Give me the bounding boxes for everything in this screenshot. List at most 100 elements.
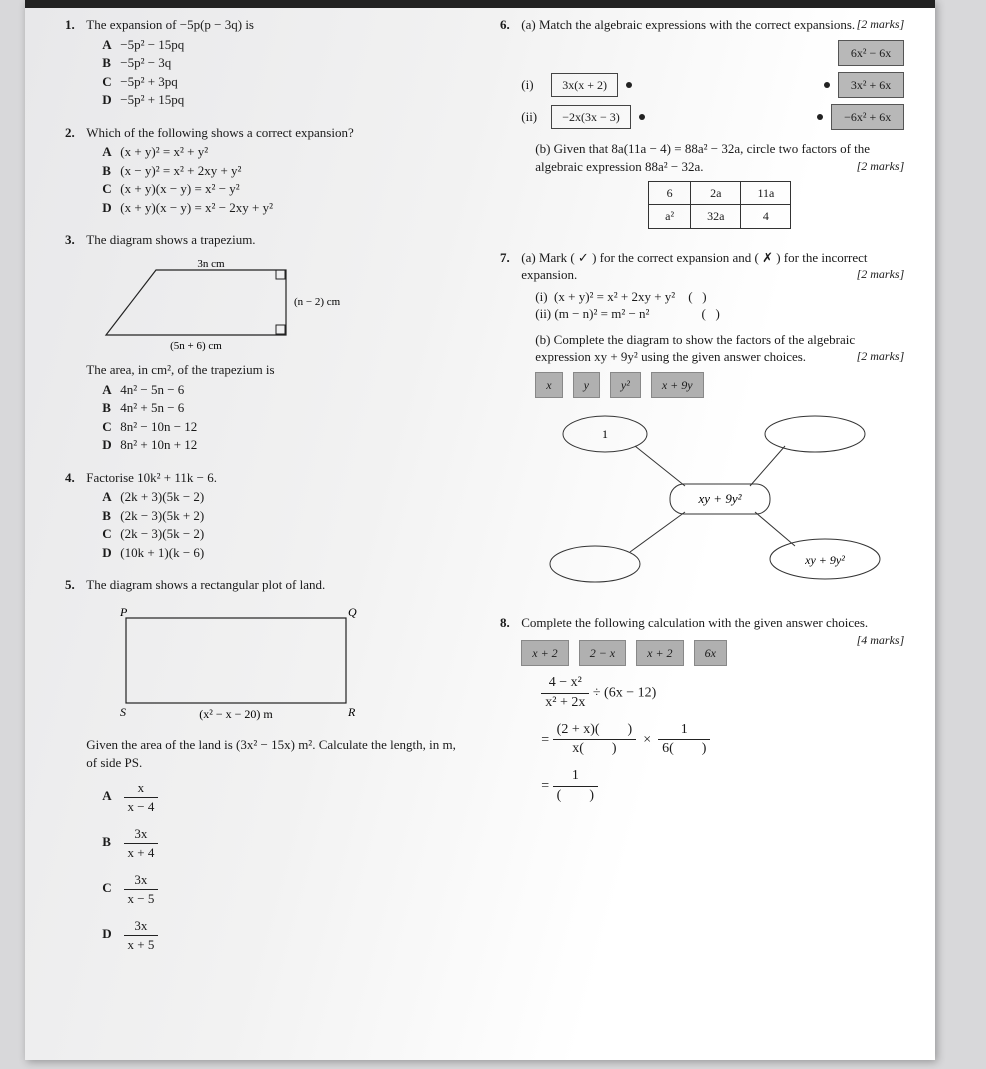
q6b-marks: [2 marks] [857, 158, 905, 174]
opt-letter: A [102, 143, 120, 161]
q7-choice-0: x [535, 372, 562, 398]
q8-line1: 4 − x²x² + 2x ÷ (6x − 12) [541, 674, 904, 713]
q8-line2: = (2 + x)( )x( ) × 16( ) [541, 721, 904, 760]
q7b-marks: [2 marks] [857, 348, 905, 364]
q1-opt-a: −5p² − 15pq [120, 37, 184, 52]
q6-number: 6. [500, 16, 518, 34]
opt-letter: A [102, 488, 120, 506]
q7-choice-1: y [573, 372, 600, 398]
right-column: 6. (a) Match the algebraic expressions w… [500, 16, 905, 969]
q3-sub: The area, in cm², of the trapezium is [86, 361, 469, 379]
opt-letter: C [102, 525, 120, 543]
dot-icon [817, 114, 823, 120]
q5-opt-a: xx − 4 [124, 779, 159, 815]
q1-opt-c: −5p² + 3pq [120, 74, 178, 89]
opt-letter: C [102, 73, 120, 91]
question-4: 4. Factorise 10k² + 11k − 6. A(2k + 3)(5… [65, 469, 470, 563]
q3-opt-c: 8n² − 10n − 12 [120, 419, 197, 434]
header-bar [25, 0, 935, 8]
q7-ii: (m − n)² = m² − n² [554, 306, 649, 321]
q7-number: 7. [500, 249, 518, 267]
opt-letter: C [102, 418, 120, 436]
question-2: 2. Which of the following shows a correc… [65, 124, 470, 218]
q4-opt-a: (2k + 3)(5k − 2) [120, 489, 204, 504]
q1-number: 1. [65, 16, 83, 34]
q6a-stem: Match the algebraic expressions with the… [539, 17, 855, 32]
q2-stem: Which of the following shows a correct e… [86, 125, 354, 140]
q7-choice-2: y² [610, 372, 641, 398]
q2-opt-b: (x − y)² = x² + 2xy + y² [120, 163, 241, 178]
q8-stem: Complete the following calculation with … [521, 615, 868, 630]
trap-right-label: (n − 2) cm [294, 296, 341, 308]
q6-answer-0: 6x² − 6x [838, 40, 904, 66]
two-columns: 1. The expansion of −5p(p − 3q) is A−5p²… [65, 16, 905, 969]
q3-opt-a: 4n² − 5n − 6 [120, 382, 184, 397]
q7b-stem: Complete the diagram to show the factors… [535, 332, 855, 365]
q1-opt-d: −5p² + 15pq [120, 92, 184, 107]
svg-text:xy + 9y²: xy + 9y² [804, 553, 845, 567]
q6-item-i: 3x(x + 2) [551, 73, 618, 97]
q4-number: 4. [65, 469, 83, 487]
opt-letter: B [102, 162, 120, 180]
q8-number: 8. [500, 614, 518, 632]
q5-opt-d: 3xx + 5 [124, 917, 159, 953]
q6b-stem: Given that 8a(11a − 4) = 88a² − 32a, cir… [535, 141, 870, 174]
left-column: 1. The expansion of −5p(p − 3q) is A−5p²… [65, 16, 470, 969]
q7-i: (x + y)² = x² + 2xy + y² [554, 289, 675, 304]
q5-stem: The diagram shows a rectangular plot of … [86, 577, 325, 592]
dot-icon [639, 114, 645, 120]
opt-letter: B [102, 507, 120, 525]
q6-answer-1: 3x² + 6x [838, 72, 904, 98]
q2-opt-c: (x + y)(x − y) = x² − y² [120, 181, 239, 196]
roman-ii: (ii) [521, 108, 543, 126]
q6-answer-2: −6x² + 6x [831, 104, 904, 130]
opt-letter: B [102, 399, 120, 417]
opt-letter: A [102, 36, 120, 54]
q7-choice-3: x + 9y [651, 372, 704, 398]
q3-opt-b: 4n² + 5n − 6 [120, 400, 184, 415]
svg-text:R: R [347, 705, 356, 719]
q8-choice-1: 2 − x [579, 640, 626, 666]
opt-letter: D [102, 436, 120, 454]
svg-text:(x² − x − 20) m: (x² − x − 20) m [200, 707, 274, 721]
factor-diagram: 1 xy + 9y² xy + 9y² [535, 404, 895, 594]
opt-letter: A [102, 381, 120, 399]
worksheet-page: 1. The expansion of −5p(p − 3q) is A−5p²… [25, 0, 935, 1060]
q7a-stem: Mark ( ✓ ) for the correct expansion and… [521, 250, 867, 283]
q2-number: 2. [65, 124, 83, 142]
question-5: 5. The diagram shows a rectangular plot … [65, 576, 470, 954]
q5-opt-b: 3xx + 4 [124, 825, 159, 861]
q1-opt-b: −5p² − 3q [120, 55, 171, 70]
roman-i: (i) [521, 76, 543, 94]
question-1: 1. The expansion of −5p(p − 3q) is A−5p²… [65, 16, 470, 110]
opt-letter: B [102, 54, 120, 72]
svg-text:S: S [120, 705, 126, 719]
q8-choice-2: x + 2 [636, 640, 683, 666]
rectangle-diagram: P Q S R (x² − x − 20) m [86, 600, 386, 730]
q8-line3: = 1( ) [541, 767, 904, 806]
q8-choice-0: x + 2 [521, 640, 568, 666]
dot-icon [626, 82, 632, 88]
q8-marks: [4 marks] [857, 632, 905, 648]
svg-text:P: P [119, 605, 128, 619]
q3-stem: The diagram shows a trapezium. [86, 232, 255, 247]
q6b-table: 62a11a a²32a4 [648, 181, 791, 228]
opt-letter: B [102, 833, 120, 851]
svg-text:Q: Q [348, 605, 357, 619]
opt-letter: D [102, 544, 120, 562]
question-7: 7. (a) Mark ( ✓ ) for the correct expans… [500, 249, 905, 600]
q5-number: 5. [65, 576, 83, 594]
opt-letter: D [102, 91, 120, 109]
q3-opt-d: 8n² + 10n + 12 [120, 437, 197, 452]
svg-text:xy + 9y²: xy + 9y² [698, 491, 743, 506]
q2-opt-a: (x + y)² = x² + y² [120, 144, 208, 159]
q8-choice-3: 6x [694, 640, 727, 666]
q4-opt-c: (2k − 3)(5k − 2) [120, 526, 204, 541]
dot-icon [824, 82, 830, 88]
q7a-marks: [2 marks] [857, 266, 905, 282]
opt-letter: C [102, 879, 120, 897]
q6a-marks: [2 marks] [857, 16, 905, 32]
q4-stem: Factorise 10k² + 11k − 6. [86, 470, 217, 485]
q4-opt-d: (10k + 1)(k − 6) [120, 545, 204, 560]
q2-opt-d: (x + y)(x − y) = x² − 2xy + y² [120, 200, 273, 215]
